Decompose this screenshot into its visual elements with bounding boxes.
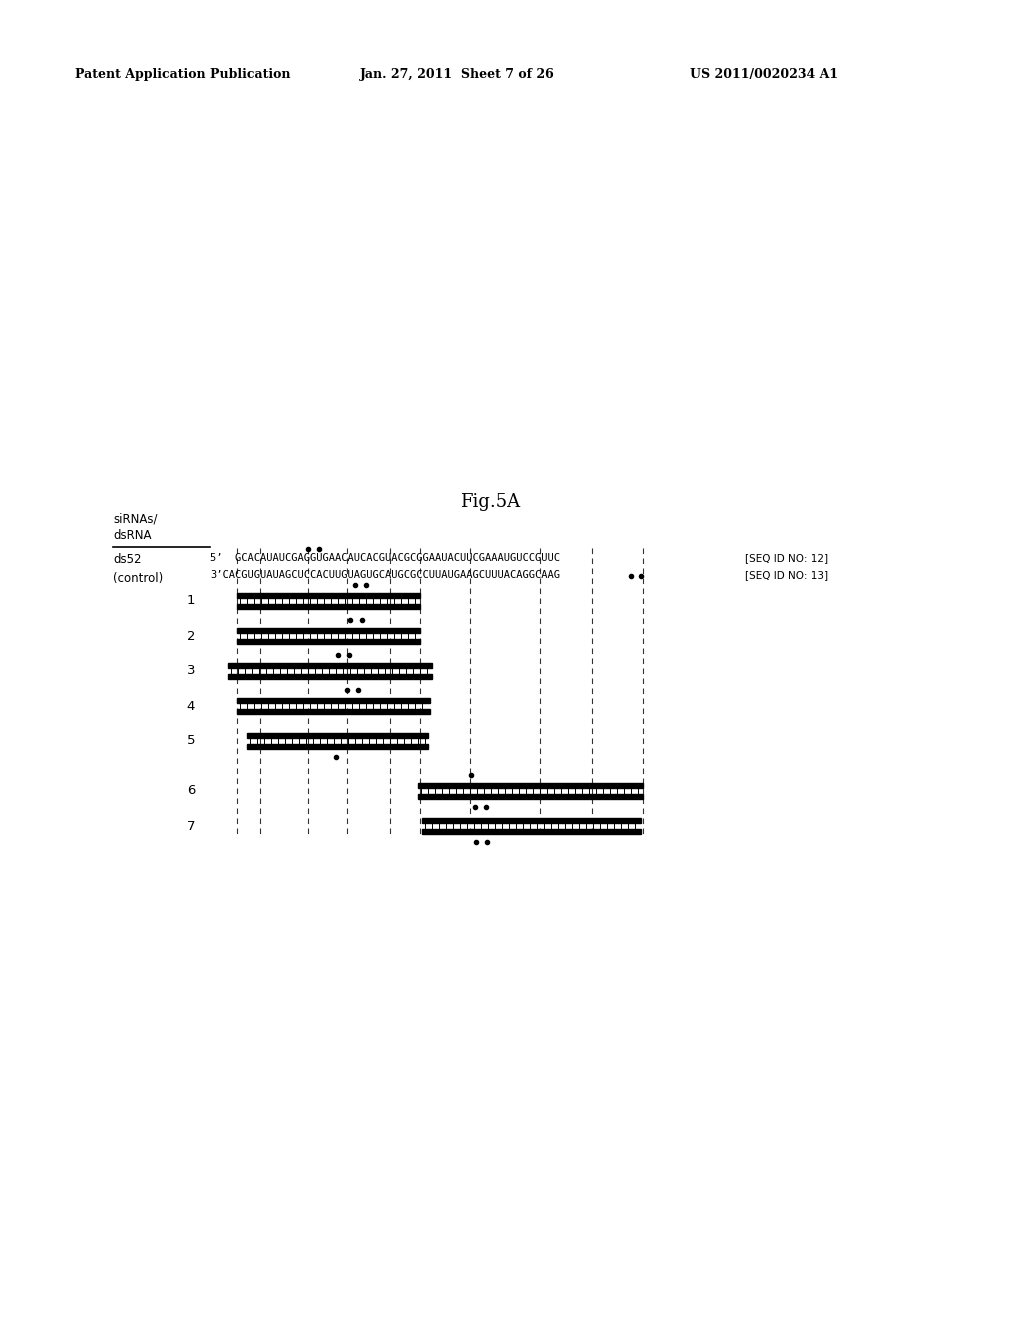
Text: siRNAs/
dsRNA: siRNAs/ dsRNA <box>113 513 158 543</box>
Text: 3: 3 <box>186 664 195 677</box>
Text: Fig.5A: Fig.5A <box>460 492 520 511</box>
Text: 4: 4 <box>186 700 195 713</box>
Bar <box>418 783 643 788</box>
Bar <box>228 675 432 678</box>
Bar <box>422 829 641 834</box>
Text: 2: 2 <box>186 630 195 643</box>
Text: 6: 6 <box>186 784 195 797</box>
Bar <box>237 605 420 609</box>
Text: 5’  GCACAUAUCGAGGUGAACAUCACGUACGCGGAAUACUUCGAAAUGUCCGUUC: 5’ GCACAUAUCGAGGUGAACAUCACGUACGCGGAAUACU… <box>210 553 560 564</box>
Text: 1: 1 <box>186 594 195 607</box>
Text: 3’CACGUGUAUAGCUCCACUUGUAGUGCAUGCGCCUUAUGAAGCUUUACAGGCAAG: 3’CACGUGUAUAGCUCCACUUGUAGUGCAUGCGCCUUAUG… <box>210 570 560 579</box>
Bar <box>247 733 428 738</box>
Text: 7: 7 <box>186 820 195 833</box>
Text: Patent Application Publication: Patent Application Publication <box>75 69 291 81</box>
Bar <box>247 744 428 748</box>
Bar <box>237 698 430 704</box>
Bar <box>418 795 643 799</box>
Text: [SEQ ID NO: 12]: [SEQ ID NO: 12] <box>745 553 828 564</box>
Bar <box>237 593 420 598</box>
Bar <box>228 663 432 668</box>
Text: ds52
(control): ds52 (control) <box>113 553 163 585</box>
Bar <box>422 818 641 822</box>
Text: [SEQ ID NO: 13]: [SEQ ID NO: 13] <box>745 570 828 579</box>
Text: Jan. 27, 2011  Sheet 7 of 26: Jan. 27, 2011 Sheet 7 of 26 <box>360 69 555 81</box>
Bar <box>237 639 420 644</box>
Bar <box>237 628 420 634</box>
Text: 5: 5 <box>186 734 195 747</box>
Bar <box>237 709 430 714</box>
Text: US 2011/0020234 A1: US 2011/0020234 A1 <box>690 69 838 81</box>
